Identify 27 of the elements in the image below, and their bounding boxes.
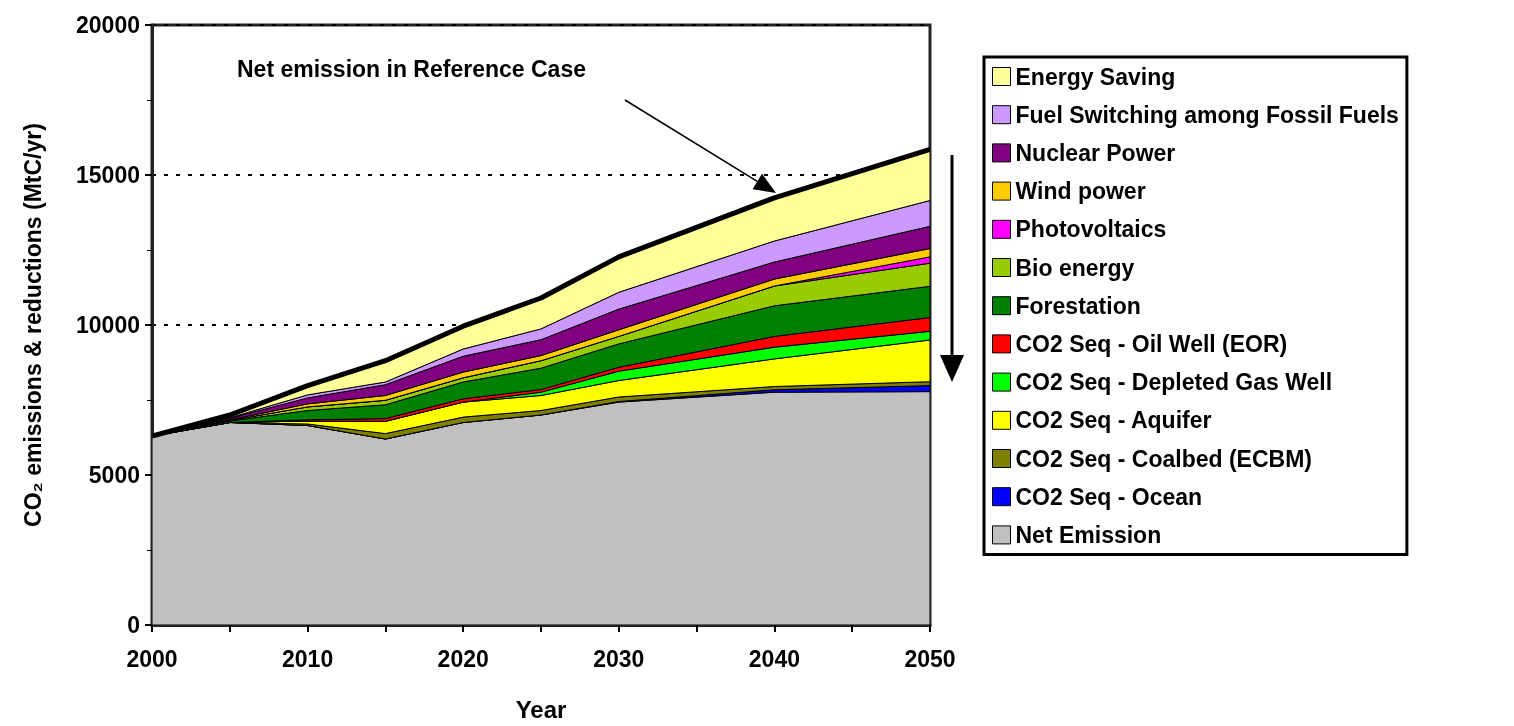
legend-label: CO2 Seq - Ocean <box>1015 483 1203 510</box>
x-tick-label: 2030 <box>593 645 645 672</box>
x-tick-label: 2010 <box>282 645 334 672</box>
y-tick-label: 5000 <box>88 462 140 488</box>
y-tick-label: 20000 <box>76 12 140 38</box>
x-tick-label: 2000 <box>126 645 178 672</box>
legend-label: CO2 Seq - Oil Well (EOR) <box>1015 330 1288 357</box>
legend-label: Net Emission <box>1015 521 1162 548</box>
legend-label: Wind power <box>1015 178 1146 205</box>
y-tick-label: 0 <box>127 612 140 638</box>
x-tick-label: 2020 <box>437 645 489 672</box>
x-tick-label: 2050 <box>904 645 956 672</box>
legend-label: Fuel Switching among Fossil Fuels <box>1015 101 1399 128</box>
legend-label: Bio energy <box>1015 254 1135 281</box>
y-axis-title: CO₂ emissions & reductions (MtC/yr) <box>19 123 46 527</box>
annotation: Net emission in Reference Case <box>237 55 586 82</box>
legend-label: CO2 Seq - Coalbed (ECBM) <box>1015 445 1312 472</box>
x-axis-title: Year <box>515 695 567 723</box>
x-tick-label: 2040 <box>748 645 800 672</box>
legend-label: CO2 Seq - Depleted Gas Well <box>1015 369 1333 396</box>
y-tick-label: 15000 <box>76 162 140 188</box>
legend-label: Nuclear Power <box>1015 139 1176 166</box>
legend-label: Forestation <box>1015 292 1141 319</box>
legend-label: Photovoltaics <box>1015 216 1167 243</box>
legend-label: Energy Saving <box>1015 63 1176 90</box>
y-tick-label: 10000 <box>76 312 140 338</box>
legend-label: CO2 Seq - Aquifer <box>1015 407 1212 434</box>
